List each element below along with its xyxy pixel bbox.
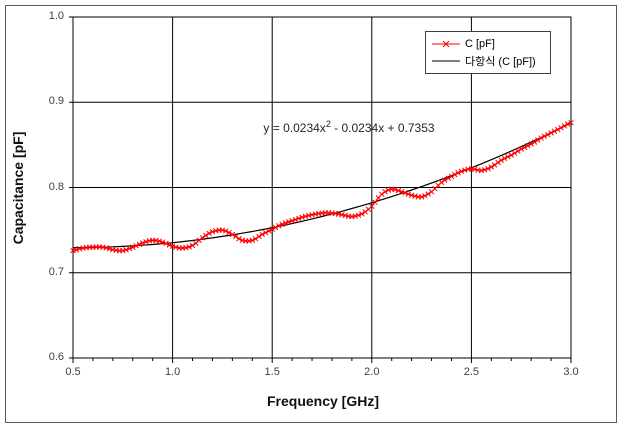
legend-label: 다항식 (C [pF])	[465, 55, 536, 68]
x-tick-label: 2.5	[463, 366, 480, 378]
x-tick-label: 3.0	[563, 366, 579, 378]
x-axis-title: Frequency [GHz]	[266, 393, 379, 409]
series-line	[72, 122, 572, 252]
trendline-equation: y = 0.0234x2 - 0.0234x + 0.7353	[263, 119, 435, 135]
trendline-swatch	[432, 55, 460, 67]
legend-label: C [pF]	[465, 37, 495, 50]
legend-box[interactable]: C [pF] 다항식 (C [pF])	[425, 31, 551, 74]
y-tick-label: 0.8	[48, 180, 64, 193]
legend-item-series: C [pF]	[432, 35, 544, 52]
y-tick-label: 0.6	[48, 351, 64, 363]
series-x-markers	[70, 119, 574, 254]
x-tick-label: 0.5	[65, 366, 81, 378]
x-tick-label: 1.5	[264, 366, 280, 378]
y-tick-label: 1.0	[48, 10, 64, 22]
y-tick-label: 0.7	[48, 265, 64, 278]
trendline-path	[73, 122, 572, 249]
x-tick-label: 1.0	[164, 366, 181, 378]
series-line-x-marker-swatch	[432, 38, 460, 50]
y-tick-label: 0.9	[48, 95, 64, 108]
y-axis-title: Capacitance [pF]	[10, 131, 26, 245]
x-tick-label: 2.0	[364, 366, 380, 378]
legend-item-trendline: 다항식 (C [pF])	[432, 52, 544, 69]
